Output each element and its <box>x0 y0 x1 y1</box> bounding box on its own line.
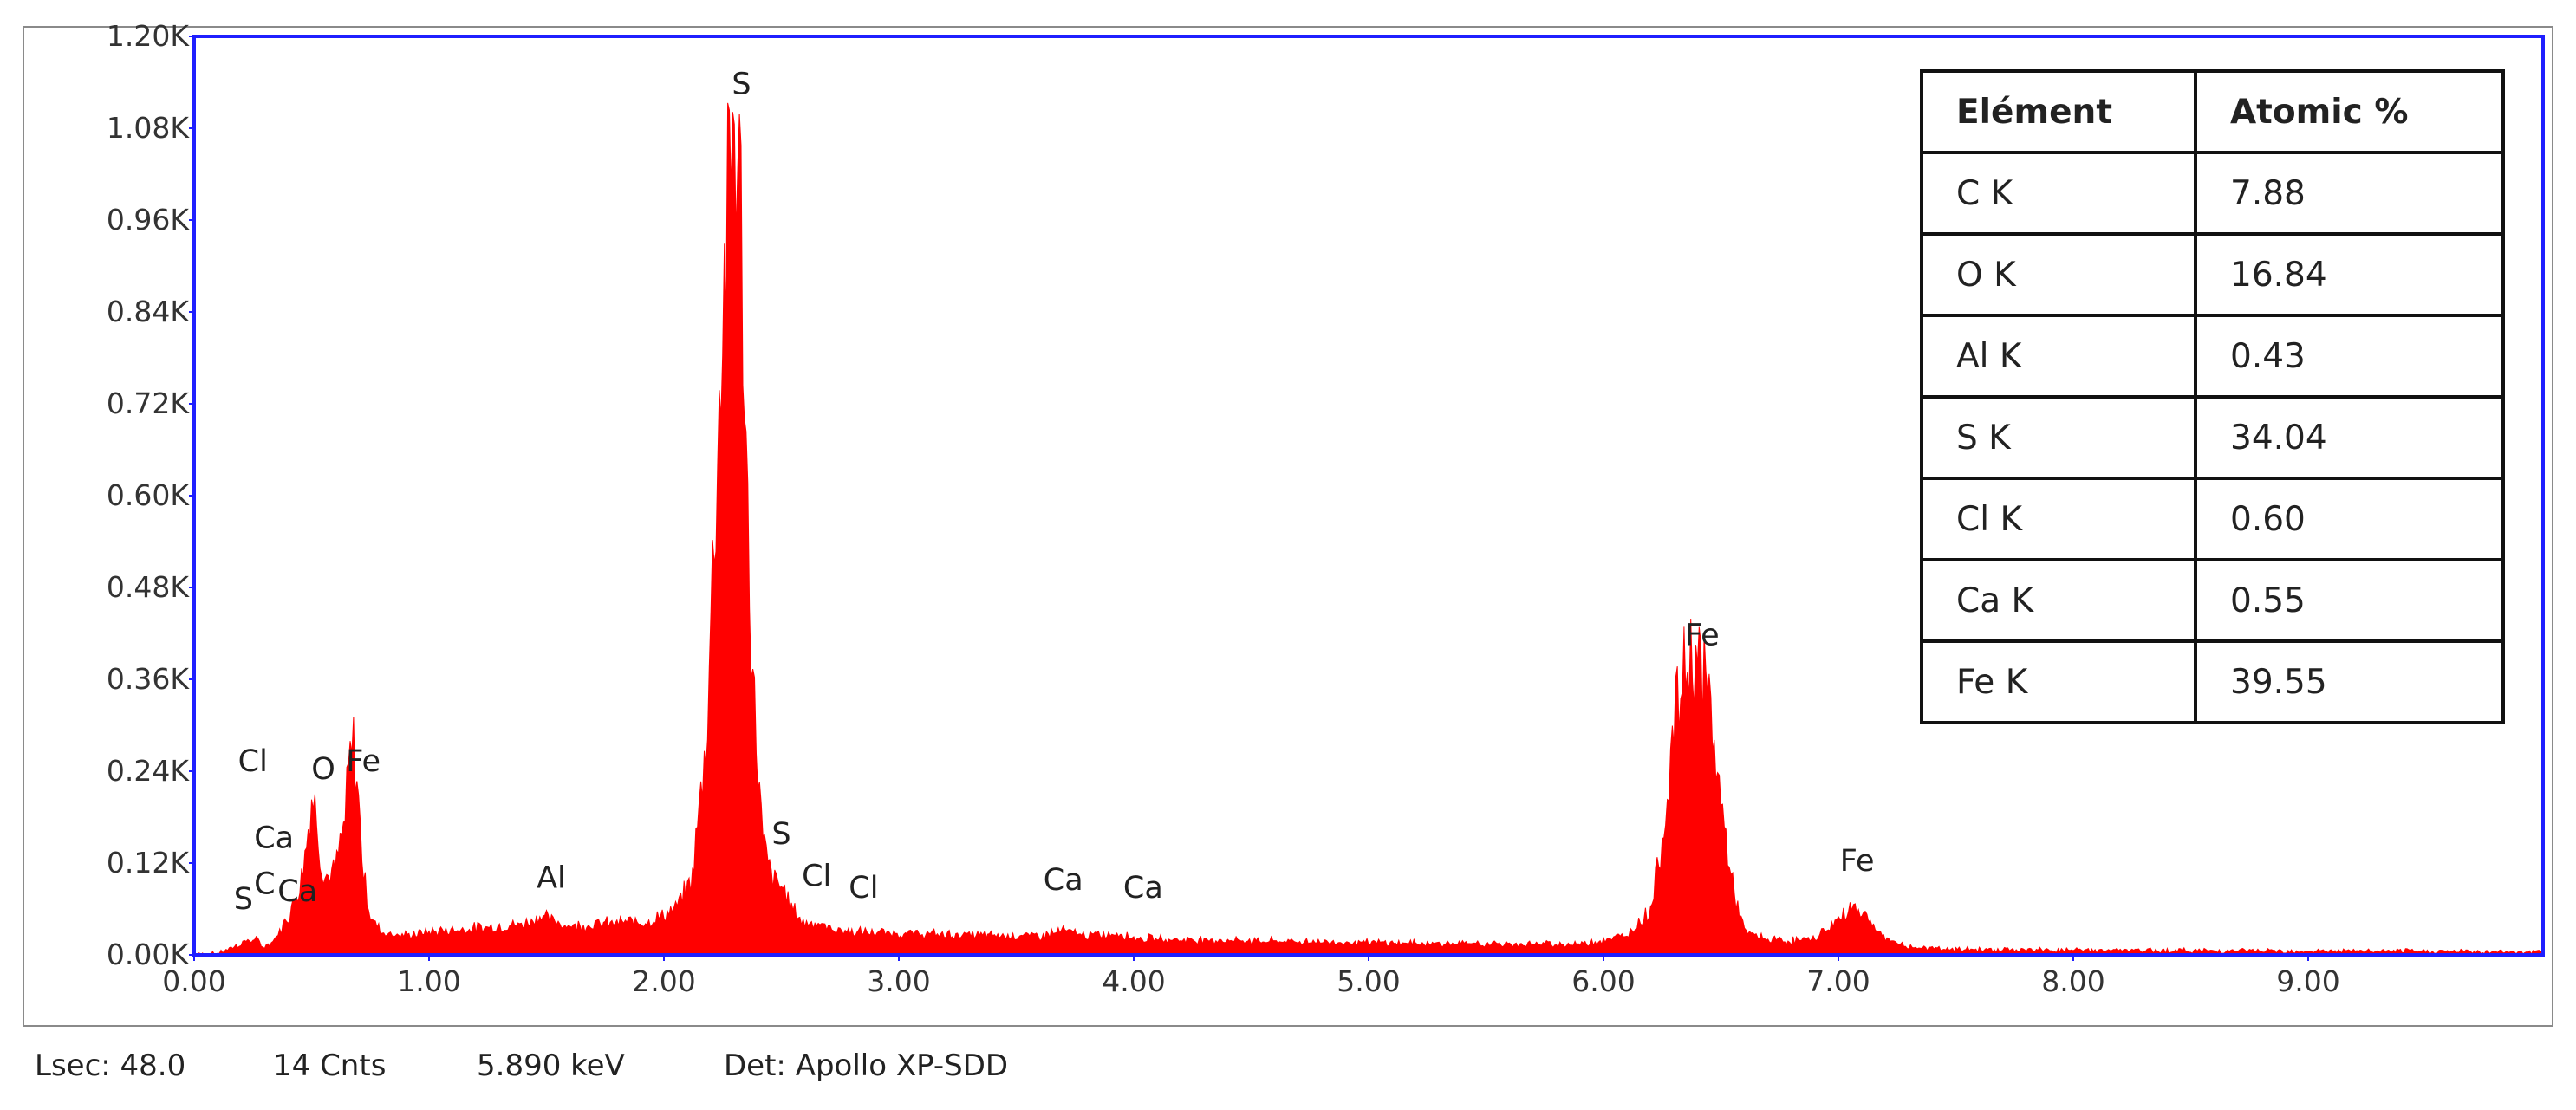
peak-label: O <box>311 752 335 787</box>
table-row: O K 16.84 <box>1920 232 2505 317</box>
y-tick-label: 1.08K <box>107 111 190 145</box>
element-cell: S K <box>1920 395 2197 480</box>
atomic-value-cell: 16.84 <box>2194 232 2505 317</box>
x-tick-label: 0.00 <box>162 964 225 998</box>
table-row: S K 34.04 <box>1920 395 2505 480</box>
y-tick-label: 1.20K <box>107 19 190 53</box>
peak-label: Ca <box>1044 863 1083 898</box>
x-axis: 0.00 1.00 2.00 3.00 4.00 5.00 6.00 7.00 8.00 9.00 <box>162 955 2340 998</box>
detector-name: Det: Apollo XP-SDD <box>724 1048 1009 1083</box>
y-tick-label: 0.72K <box>107 386 190 420</box>
element-cell: Al K <box>1920 314 2197 399</box>
table-header-row: Elément Atomic % <box>1920 69 2505 154</box>
y-tick-label: 0.48K <box>107 570 190 604</box>
element-cell: Cl K <box>1920 477 2197 561</box>
status-bar: Lsec: 48.0 14 Cnts 5.890 keV Det: Apollo… <box>35 1044 1008 1087</box>
atomic-value-cell: 0.60 <box>2194 477 2505 561</box>
energy-readout: 5.890 keV <box>477 1048 625 1083</box>
x-tick-label: 2.00 <box>632 964 695 998</box>
y-tick-label: 0.24K <box>107 754 190 788</box>
y-tick-label: 0.60K <box>107 478 190 512</box>
table-row: Ca K 0.55 <box>1920 558 2505 643</box>
peak-label: Cl <box>238 744 268 779</box>
x-tick-label: 6.00 <box>1571 964 1635 998</box>
spectrum-chart: 0.00K 0.12K 0.24K 0.36K 0.48K 0.60K 0.72K 0.84K… <box>107 19 2545 998</box>
peak-label: S <box>732 67 751 101</box>
peak-label: Al <box>537 860 566 895</box>
y-tick-label: 0.12K <box>107 846 190 880</box>
count-readout: 14 Cnts <box>273 1048 387 1083</box>
peak-label: Cl <box>849 871 878 906</box>
x-tick-label: 7.00 <box>1806 964 1870 998</box>
peak-label: Cl <box>802 860 831 894</box>
table-row: Al K 0.43 <box>1920 314 2505 399</box>
spectrum-series <box>193 102 2544 956</box>
y-tick-label: 0.36K <box>107 662 190 696</box>
y-tick-label: 0.84K <box>107 295 190 328</box>
y-axis: 0.00K 0.12K 0.24K 0.36K 0.48K 0.60K 0.72K 0.84K… <box>107 19 194 971</box>
x-tick-label: 4.00 <box>1102 964 1165 998</box>
peak-label: C <box>254 867 275 901</box>
atomic-value-cell: 39.55 <box>2194 639 2505 724</box>
element-cell: Fe K <box>1920 639 2197 724</box>
element-cell: Ca K <box>1920 558 2197 643</box>
y-tick-label: 0.00K <box>107 938 190 971</box>
atomic-value-cell: 34.04 <box>2194 395 2505 480</box>
x-tick-label: 5.00 <box>1337 964 1400 998</box>
peak-label: Fe <box>1685 618 1720 652</box>
peak-label: Fe <box>346 744 381 779</box>
table-row: C K 7.88 <box>1920 151 2505 236</box>
live-seconds: Lsec: 48.0 <box>35 1048 186 1083</box>
peak-label: S <box>771 817 790 852</box>
spectrum-area <box>193 102 2544 956</box>
atomic-value-cell: 0.55 <box>2194 558 2505 643</box>
table-row: Fe K 39.55 <box>1920 639 2505 724</box>
peak-label: S <box>234 882 253 917</box>
element-cell: C K <box>1920 151 2197 236</box>
peak-label: Ca <box>254 821 294 855</box>
header-element: Elément <box>1920 69 2197 154</box>
atomic-value-cell: 7.88 <box>2194 151 2505 236</box>
y-tick-label: 0.96K <box>107 203 190 237</box>
x-tick-label: 8.00 <box>2041 964 2104 998</box>
x-tick-label: 1.00 <box>397 964 460 998</box>
table-row: Cl K 0.60 <box>1920 477 2505 561</box>
peak-label: Ca <box>1123 871 1163 906</box>
atomic-value-cell: 0.43 <box>2194 314 2505 399</box>
x-tick-label: 3.00 <box>867 964 930 998</box>
header-atomic-percent: Atomic % <box>2194 69 2505 154</box>
x-tick-label: 9.00 <box>2276 964 2339 998</box>
atomic-percent-table: Elément Atomic % C K 7.88 O K 16.84 Al K… <box>1920 69 2505 724</box>
peak-label: Fe <box>1840 844 1875 879</box>
element-cell: O K <box>1920 232 2197 317</box>
peak-label: Ca <box>277 874 317 909</box>
